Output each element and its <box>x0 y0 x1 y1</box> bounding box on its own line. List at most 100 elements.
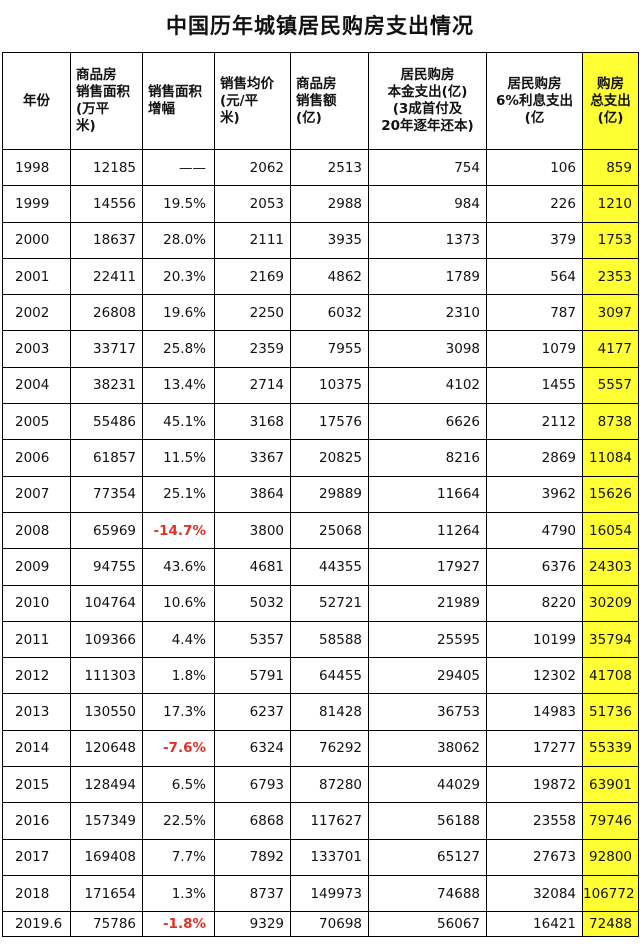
header-growth: 销售面积 增幅 <box>142 52 215 150</box>
interest-cell: 2112 <box>486 403 583 441</box>
price-cell: 2169 <box>214 257 291 296</box>
price-cell: 6237 <box>214 693 291 731</box>
header-row: 年份 商品房 销售面积 (万平 米) 销售面积 增幅 销售均价 (元/平 米) 商品房 销售额… <box>2 52 639 150</box>
header-line: (万平 <box>76 101 110 117</box>
growth-cell: 10.6% <box>142 584 215 622</box>
interest-cell: 2869 <box>486 439 583 477</box>
total-cell: 30209 <box>582 584 639 622</box>
header-line: 商品房 <box>76 67 117 83</box>
table-row: 2008 65969 -14.7% 3800 25068 11264 4790 16054 <box>2 511 639 550</box>
housing-expenditure-table: 年份 商品房 销售面积 (万平 米) 销售面积 增幅 销售均价 (元/平 米) 商品房 销售额… <box>2 52 639 938</box>
principal-cell: 29405 <box>368 657 487 695</box>
header-line: 米) <box>76 118 96 134</box>
total-cell: 72488 <box>582 911 639 938</box>
year-cell: 2008 <box>2 511 71 550</box>
principal-cell: 21989 <box>368 584 487 622</box>
interest-cell: 106 <box>486 148 583 187</box>
interest-cell: 14983 <box>486 693 583 731</box>
year-cell: 2005 <box>2 403 71 441</box>
growth-cell: 6.5% <box>142 766 215 804</box>
total-cell: 16054 <box>582 511 639 550</box>
price-cell: 5032 <box>214 584 291 622</box>
area-cell: 55486 <box>70 403 143 441</box>
area-cell: 111303 <box>70 657 143 695</box>
header-line: 居民购房 <box>507 75 562 92</box>
total-cell: 1210 <box>582 185 639 223</box>
year-cell: 2017 <box>2 838 71 876</box>
total-cell: 51736 <box>582 693 639 731</box>
growth-cell: -14.7% <box>142 511 215 550</box>
total-cell: 63901 <box>582 766 639 804</box>
year-cell: 2016 <box>2 802 71 840</box>
header-line: 销售面积 <box>148 84 202 100</box>
area-cell: 75786 <box>70 911 143 938</box>
year-cell: 2011 <box>2 620 71 659</box>
growth-cell: 19.6% <box>142 294 215 332</box>
principal-cell: 44029 <box>368 766 487 804</box>
area-cell: 38231 <box>70 366 143 405</box>
principal-cell: 11664 <box>368 475 487 513</box>
total-cell: 2353 <box>582 257 639 296</box>
growth-cell: 22.5% <box>142 802 215 840</box>
year-cell: 2000 <box>2 221 71 259</box>
interest-cell: 3962 <box>486 475 583 513</box>
area-cell: 128494 <box>70 766 143 804</box>
growth-cell: —— <box>142 148 215 187</box>
principal-cell: 36753 <box>368 693 487 731</box>
principal-cell: 754 <box>368 148 487 187</box>
year-cell: 2009 <box>2 548 71 586</box>
header-line: 20年逐年还本) <box>381 118 474 134</box>
total-cell: 8738 <box>582 403 639 441</box>
page-title: 中国历年城镇居民购房支出情况 <box>166 14 474 38</box>
header-line: 商品房 <box>296 75 337 92</box>
interest-cell: 379 <box>486 221 583 259</box>
growth-cell: 13.4% <box>142 366 215 405</box>
interest-cell: 10199 <box>486 620 583 659</box>
header-principal: 居民购房 本金支出(亿) (3成首付及 20年逐年还本) <box>368 52 487 150</box>
header-line: 6%利息支出 <box>496 92 573 109</box>
interest-cell: 787 <box>486 294 583 332</box>
area-cell: 65969 <box>70 511 143 550</box>
price-cell: 2714 <box>214 366 291 405</box>
sales-cell: 58588 <box>290 620 369 659</box>
sales-cell: 44355 <box>290 548 369 586</box>
growth-cell: 1.3% <box>142 874 215 913</box>
table-row: 2006 61857 11.5% 3367 20825 8216 2869 11084 <box>2 439 639 477</box>
area-cell: 120648 <box>70 729 143 768</box>
price-cell: 2062 <box>214 148 291 187</box>
sales-cell: 87280 <box>290 766 369 804</box>
header-line: 米) <box>220 109 240 126</box>
principal-cell: 65127 <box>368 838 487 876</box>
growth-cell: 7.7% <box>142 838 215 876</box>
growth-cell: 20.3% <box>142 257 215 296</box>
price-cell: 5357 <box>214 620 291 659</box>
table-row: 2012 111303 1.8% 5791 64455 29405 12302 41708 <box>2 657 639 695</box>
principal-cell: 2310 <box>368 294 487 332</box>
interest-cell: 17277 <box>486 729 583 768</box>
principal-cell: 74688 <box>368 874 487 913</box>
sales-cell: 25068 <box>290 511 369 550</box>
total-cell: 35794 <box>582 620 639 659</box>
price-cell: 6793 <box>214 766 291 804</box>
principal-cell: 25595 <box>368 620 487 659</box>
sales-cell: 64455 <box>290 657 369 695</box>
table-row: 2002 26808 19.6% 2250 6032 2310 787 3097 <box>2 294 639 332</box>
interest-cell: 564 <box>486 257 583 296</box>
total-cell: 55339 <box>582 729 639 768</box>
year-cell: 2002 <box>2 294 71 332</box>
principal-cell: 6626 <box>368 403 487 441</box>
year-cell: 2012 <box>2 657 71 695</box>
growth-cell: 17.3% <box>142 693 215 731</box>
growth-cell: 25.1% <box>142 475 215 513</box>
table-row: 2010 104764 10.6% 5032 52721 21989 8220 30209 <box>2 584 639 622</box>
total-cell: 4177 <box>582 330 639 368</box>
year-cell: 2018 <box>2 874 71 913</box>
header-line: (亿) <box>296 109 322 126</box>
total-cell: 11084 <box>582 439 639 477</box>
principal-cell: 4102 <box>368 366 487 405</box>
header-line: 销售均价 <box>220 75 274 92</box>
area-cell: 77354 <box>70 475 143 513</box>
price-cell: 6868 <box>214 802 291 840</box>
header-line: 增幅 <box>148 101 175 117</box>
year-cell: 2010 <box>2 584 71 622</box>
